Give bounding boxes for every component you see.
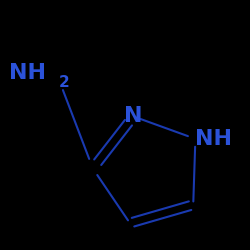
Text: NH: NH xyxy=(10,63,46,83)
Text: NH: NH xyxy=(196,129,232,149)
Text: N: N xyxy=(124,106,142,126)
Text: 2: 2 xyxy=(59,75,70,90)
